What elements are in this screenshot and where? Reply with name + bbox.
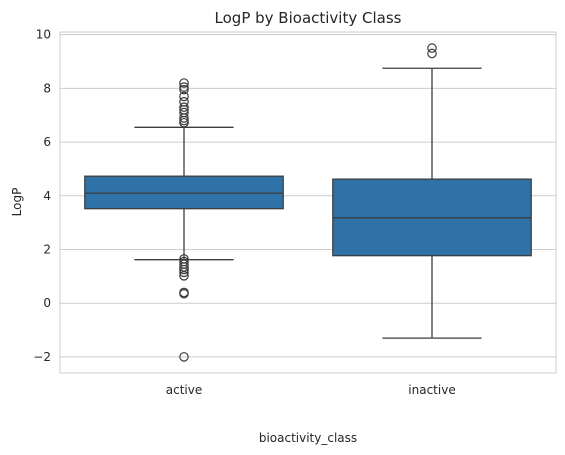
outlier-point [179,78,189,88]
outlier-point [179,271,189,281]
x-tick-label: inactive [408,383,455,397]
y-tick-label: 10 [36,28,51,42]
x-axis-label: bioactivity_class [259,431,357,445]
y-tick-label: 0 [43,296,51,310]
y-axis-label: LogP [10,188,24,217]
outlier-point [179,113,189,123]
outlier-point [427,48,437,59]
plot-frame [59,31,557,374]
outlier-point [179,267,189,278]
y-axis-ticks: −2 0 2 4 6 8 10 [33,28,51,364]
y-tick-label: −2 [33,350,51,364]
outlier-point [179,91,189,102]
outlier-point [179,82,189,92]
y-tick-label: 8 [43,81,51,95]
y-tick-label: 6 [43,135,51,149]
outlier-point [179,264,189,275]
y-tick-label: 2 [43,242,51,256]
box-inactive [332,43,532,339]
y-tick-label: 4 [43,189,51,203]
outlier-point [179,117,189,128]
box-active [84,78,284,362]
x-tick-label: active [166,383,202,397]
iqr-box [84,175,284,210]
outlier-point [179,84,189,95]
boxes-layer [84,43,532,362]
chart-title: LogP by Bioactivity Class [215,9,402,27]
x-axis-ticks: active inactive [166,383,456,397]
outlier-point [179,352,189,362]
outlier-point [179,288,189,299]
outlier-point [179,102,189,112]
outlier-point [427,43,437,53]
